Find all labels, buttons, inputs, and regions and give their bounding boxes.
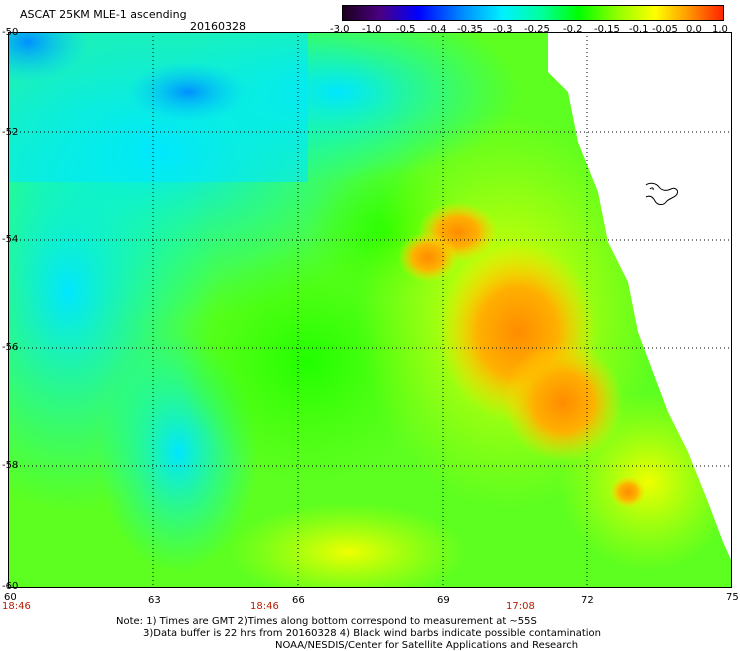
- footer-note-1: Note: 1) Times are GMT 2)Times along bot…: [116, 616, 537, 627]
- lat-label: -52: [2, 127, 19, 138]
- footer-note-2: 3)Data buffer is 22 hrs from 20160328 4)…: [143, 628, 601, 639]
- graticule: [8, 32, 732, 588]
- colorbar-label: -0.5: [396, 24, 416, 35]
- wind-map-canvas: [8, 32, 732, 588]
- colorbar-label: -0.3: [493, 24, 513, 35]
- lon-label: 60: [4, 592, 17, 603]
- lat-label: -54: [2, 234, 19, 245]
- lon-label: 66: [292, 595, 305, 606]
- lat-label: -50: [2, 27, 19, 38]
- coastline: [645, 182, 678, 205]
- time-label: 17:08: [506, 601, 535, 612]
- lon-label: 72: [581, 595, 594, 606]
- colorbar-label: -0.25: [524, 24, 550, 35]
- lat-label: -58: [2, 460, 19, 471]
- lat-label: -60: [2, 581, 19, 592]
- swath-data: [8, 32, 732, 588]
- colorbar-label: -0.15: [594, 24, 620, 35]
- time-label: 18:46: [2, 601, 31, 612]
- colorbar: [342, 5, 724, 21]
- wind-map: [8, 32, 732, 588]
- time-label: 18:46: [250, 601, 279, 612]
- lon-label: 69: [437, 595, 450, 606]
- map-frame: [8, 32, 732, 588]
- colorbar-label: -3.0: [330, 24, 350, 35]
- lon-label: 63: [148, 595, 161, 606]
- colorbar-label: -0.35: [457, 24, 483, 35]
- colorbar-label: 0.0: [686, 24, 702, 35]
- lon-label: 75: [726, 592, 739, 603]
- colorbar-label: -0.2: [563, 24, 583, 35]
- colorbar-label: -0.1: [629, 24, 649, 35]
- colorbar-label: -0.4: [427, 24, 447, 35]
- footer-credit: NOAA/NESDIS/Center for Satellite Applica…: [275, 640, 579, 651]
- colorbar-label: -1.0: [362, 24, 382, 35]
- product-title: ASCAT 25KM MLE-1 ascending: [20, 8, 187, 21]
- colorbar-labels: -3.0 -1.0 -0.5 -0.4 -0.35 -0.3 -0.25 -0.…: [330, 24, 730, 38]
- colorbar-label: -0.05: [652, 24, 678, 35]
- colorbar-label: 1.0: [712, 24, 728, 35]
- product-date: 20160328: [190, 20, 246, 33]
- lat-label: -56: [2, 342, 19, 353]
- colorbar-strip: [342, 5, 724, 21]
